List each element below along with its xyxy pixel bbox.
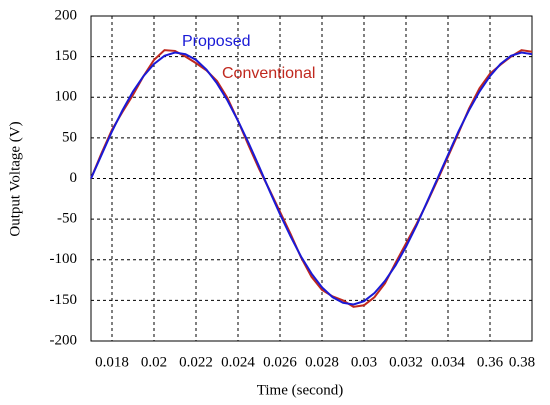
x-tick-label: 0.018 xyxy=(95,354,129,370)
y-tick-label: 150 xyxy=(55,48,78,64)
x-tick-label: 0.36 xyxy=(477,354,504,370)
legend-label: Conventional xyxy=(222,65,315,82)
x-tick-label: 0.022 xyxy=(179,354,213,370)
series-line xyxy=(90,51,533,306)
y-tick-label: 50 xyxy=(62,129,77,145)
y-tick-label: 200 xyxy=(55,7,78,23)
y-tick-label: -150 xyxy=(50,292,78,308)
x-axis-label: Time (second) xyxy=(257,382,344,398)
y-tick-label: -50 xyxy=(57,211,77,227)
x-tick-label: 0.026 xyxy=(263,354,297,370)
x-tick-label: 0.024 xyxy=(221,354,255,370)
y-tick-label: -200 xyxy=(50,332,78,348)
x-tick-label: 0.02 xyxy=(141,354,167,370)
y-tick-label: -100 xyxy=(50,251,78,267)
y-tick-label: 0 xyxy=(70,170,78,186)
y-axis-label: Output Voltage (V) xyxy=(7,121,23,236)
y-tick-label: 100 xyxy=(55,89,78,105)
x-tick-label: 0.38 xyxy=(509,354,535,370)
x-tick-label: 0.034 xyxy=(431,354,465,370)
x-tick-label: 0.032 xyxy=(389,354,423,370)
x-tick-label: 0.028 xyxy=(305,354,339,370)
legend-label: Proposed xyxy=(182,33,251,50)
x-tick-label: 0.03 xyxy=(351,354,377,370)
